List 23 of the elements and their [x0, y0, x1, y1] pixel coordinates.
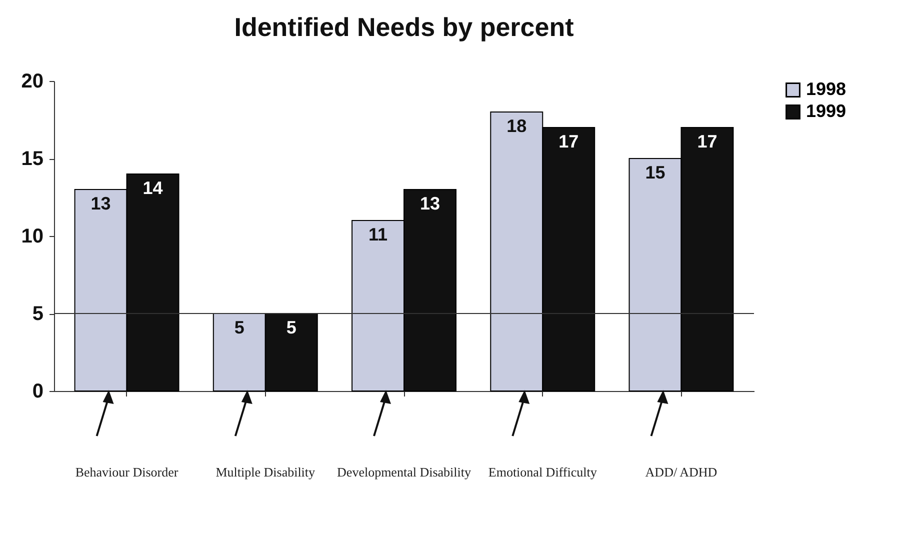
data-label: 13: [420, 194, 440, 214]
data-label: 5: [286, 318, 296, 338]
x-tick-label: Multiple Disability: [216, 464, 316, 480]
y-tick-label: 5: [32, 303, 44, 325]
y-tick-label: 0: [32, 380, 44, 402]
data-label: 13: [90, 194, 111, 214]
x-tick-label: ADD/ ADHD: [645, 464, 718, 480]
y-tick-label: 20: [21, 70, 44, 92]
data-label: 15: [645, 162, 666, 182]
data-label: 11: [368, 224, 388, 244]
data-label: 18: [506, 116, 527, 136]
y-tick-label: 15: [21, 148, 44, 170]
data-label: 5: [234, 318, 244, 338]
y-tick-label: 10: [21, 226, 44, 248]
x-tick-label: Emotional Difficulty: [488, 464, 598, 480]
data-label: 17: [558, 132, 579, 152]
legend-label: 1999: [806, 101, 846, 121]
chart-title: Identified Needs by percent: [234, 12, 574, 42]
x-tick-label: Behaviour Disorder: [75, 464, 179, 480]
data-label: 17: [697, 132, 718, 152]
legend-label: 1998: [806, 79, 846, 99]
data-label: 14: [142, 178, 163, 198]
x-tick-label: Developmental Disability: [337, 464, 472, 480]
